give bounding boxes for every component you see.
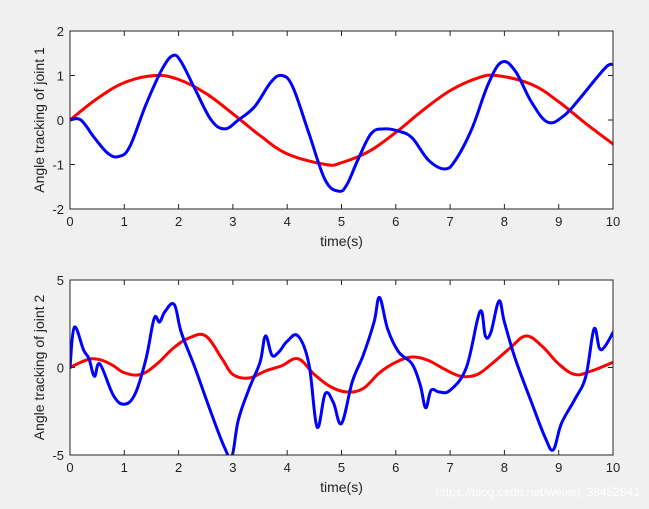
x-tick-label: 9 (555, 214, 562, 229)
x-tick-label: 0 (66, 214, 73, 229)
x-tick-label: 0 (66, 460, 73, 475)
series-line-actual (70, 53, 613, 193)
y-tick-label: -1 (52, 158, 64, 173)
series-line-actual (70, 295, 613, 455)
x-tick-label: 5 (338, 460, 345, 475)
x-tick-label: 1 (121, 460, 128, 475)
x-tick-label: 10 (606, 214, 620, 229)
x-tick-label: 8 (501, 460, 508, 475)
y-axis-label-1: Angle tracking of joint 1 (31, 47, 47, 193)
x-tick-label: 6 (392, 460, 399, 475)
y-tick-label: -2 (52, 202, 64, 217)
y-tick-label: 0 (57, 113, 64, 128)
y-tick-label: 0 (57, 361, 64, 376)
x-tick-label: 4 (284, 214, 291, 229)
x-tick-label: 1 (121, 214, 128, 229)
x-tick-label: 2 (175, 214, 182, 229)
axes-1-background (70, 31, 613, 209)
axes-1-ticks: 0 1 2 3 4 5 6 7 8 9 10 -2 -1 0 1 2 (52, 24, 620, 229)
subplot-joint-2: 0 1 2 3 4 5 6 7 8 9 10-505 time(s) Angle tracking … (31, 273, 620, 495)
axes-2-ticks: 0 1 2 3 4 5 6 7 8 9 10-505 (52, 273, 620, 475)
x-tick-label: 3 (229, 214, 236, 229)
axes-1-lines (70, 53, 613, 193)
x-axis-label-2: time(s) (320, 479, 363, 495)
y-tick-label: 2 (57, 24, 64, 39)
x-tick-label: 7 (446, 214, 453, 229)
axes-2-background (70, 280, 613, 455)
subplot-joint-1: 0 1 2 3 4 5 6 7 8 9 10 -2 -1 0 1 2 time(s) Angle tracki… (31, 24, 620, 249)
x-tick-label: 9 (555, 460, 562, 475)
axes-2-lines (70, 295, 613, 455)
y-tick-label: 5 (57, 273, 64, 288)
x-tick-label: 7 (446, 460, 453, 475)
x-axis-label-1: time(s) (320, 233, 363, 249)
x-tick-label: 2 (175, 460, 182, 475)
y-tick-label: -5 (52, 448, 64, 463)
x-tick-label: 3 (229, 460, 236, 475)
x-tick-label: 4 (284, 460, 291, 475)
x-tick-label: 10 (606, 460, 620, 475)
watermark: https://blog.csdn.net/weixin_38452841 (436, 485, 640, 499)
y-tick-label: 1 (57, 69, 64, 84)
x-tick-label: 8 (501, 214, 508, 229)
x-tick-label: 6 (392, 214, 399, 229)
x-tick-label: 5 (338, 214, 345, 229)
y-axis-label-2: Angle tracking of joint 2 (31, 295, 47, 441)
